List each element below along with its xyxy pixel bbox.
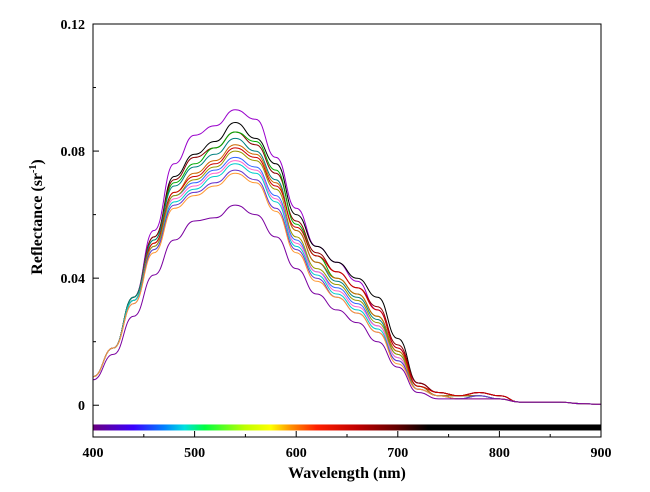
spectrum-series-12 (93, 169, 601, 405)
x-axis-title: Wavelength (nm) (288, 465, 406, 482)
x-tick-label: 600 (286, 446, 307, 461)
x-tick-label: 500 (184, 446, 205, 461)
x-tick-label: 900 (591, 446, 612, 461)
x-tick-label: 400 (83, 446, 104, 461)
y-tick-label: 0.08 (61, 145, 86, 160)
spectrum-series-1 (93, 109, 601, 405)
x-tick-label: 800 (489, 446, 510, 461)
y-axis-title-superscript: -1 (28, 165, 39, 173)
y-tick-label: 0 (78, 399, 85, 414)
spectrum-series-4 (93, 131, 601, 405)
y-tick-label: 0.12 (61, 18, 86, 33)
y-axis-title-main: Reflectance (sr (29, 173, 46, 275)
spectrum-series-2 (93, 122, 601, 405)
y-axis-title: Reflectance (sr-1) (28, 159, 46, 274)
plot-frame (92, 23, 602, 438)
y-tick-label: 0.04 (61, 272, 86, 287)
x-tick-label: 700 (387, 446, 408, 461)
series-layer (93, 109, 601, 405)
y-axis-title-close: ) (29, 159, 46, 164)
spectrum-series-3 (93, 131, 601, 405)
spectrum-series-14 (93, 204, 601, 405)
spectrum-color-bar (93, 424, 601, 431)
spectrum-series-8 (93, 156, 601, 405)
x-axis: 400 500 600 700 800 900 (83, 431, 612, 461)
y-axis: 0 0.04 0.08 0.12 (61, 18, 99, 414)
